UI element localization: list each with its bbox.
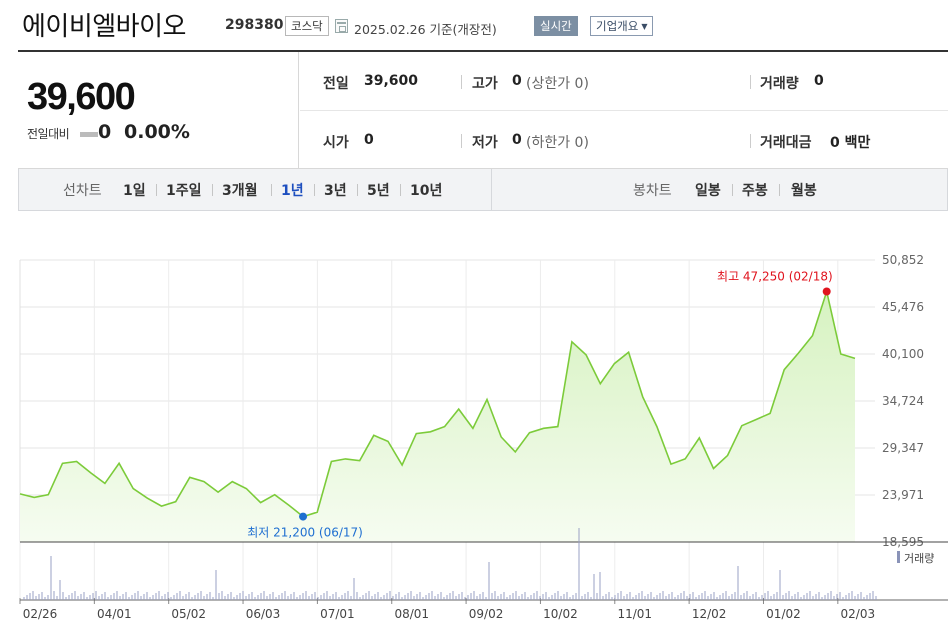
separator bbox=[357, 184, 358, 196]
trade-value-label: 거래대금 bbox=[760, 135, 812, 151]
price-line bbox=[19, 288, 856, 518]
separator bbox=[732, 184, 733, 196]
separator bbox=[271, 184, 272, 196]
separator bbox=[400, 184, 401, 196]
x-tick-label: 07/01 bbox=[320, 607, 355, 621]
price-chart: 50,852 45,476 40,100 34,724 29,347 23,971 18,5… bbox=[0, 220, 948, 632]
chart-period-tabs: 선차트 1일 1주일 3개월 1년 3년 5년 10년 봉차트 일봉 주봉 월봉 bbox=[18, 169, 948, 211]
tab-3-months[interactable]: 3개월 bbox=[222, 183, 258, 199]
y-tick-label: 23,971 bbox=[882, 488, 924, 502]
separator bbox=[461, 134, 462, 148]
tab-1-week[interactable]: 1주일 bbox=[166, 183, 202, 199]
volume-legend-icon bbox=[897, 551, 900, 563]
high-label: 고가 bbox=[472, 76, 498, 92]
low-label: 저가 bbox=[472, 135, 498, 151]
low-value: 0 bbox=[512, 132, 522, 148]
trade-value: 0 백만 bbox=[830, 135, 871, 151]
x-tick-label: 04/01 bbox=[97, 607, 132, 621]
tabs-divider bbox=[491, 169, 492, 210]
y-tick-label: 45,476 bbox=[882, 300, 924, 314]
summary-row-divider bbox=[300, 110, 948, 111]
y-tick-label: 50,852 bbox=[882, 253, 924, 267]
tab-1-year[interactable]: 1년 bbox=[281, 183, 304, 199]
header-divider bbox=[18, 50, 948, 52]
current-price: 39,600 bbox=[27, 76, 136, 118]
open-value: 0 bbox=[364, 132, 374, 148]
price-chart-svg: 50,85245,47640,10034,72429,34723,97118,5… bbox=[19, 253, 948, 621]
company-name: 에이비엘바이오 bbox=[22, 12, 186, 42]
x-tick-label: 06/03 bbox=[246, 607, 281, 621]
quote-summary: 39,600 전일대비 0 0.00% 전일 39,600 고가 0 (상한가 … bbox=[18, 52, 948, 169]
calendar-icon bbox=[335, 19, 348, 33]
separator bbox=[461, 75, 462, 89]
tab-monthly[interactable]: 월봉 bbox=[791, 183, 817, 199]
y-tick-label: 29,347 bbox=[882, 441, 924, 455]
tab-3-years[interactable]: 3년 bbox=[324, 183, 347, 199]
prev-close-value: 39,600 bbox=[364, 73, 419, 89]
high-value: 0 bbox=[512, 73, 522, 89]
x-tick-label: 02/26 bbox=[23, 607, 58, 621]
x-tick-label: 10/02 bbox=[543, 607, 578, 621]
stock-header: 에이비엘바이오 298380 코스닥 2025.02.26 기준(개장전) 실시… bbox=[0, 0, 948, 50]
line-chart-label: 선차트 bbox=[63, 183, 102, 199]
realtime-button[interactable]: 실시간 bbox=[534, 16, 578, 36]
upper-limit: (상한가 0) bbox=[526, 76, 589, 92]
prev-close-label: 전일 bbox=[323, 76, 349, 92]
y-tick-label: 40,100 bbox=[882, 347, 924, 361]
x-tick-label: 08/01 bbox=[394, 607, 429, 621]
price-area bbox=[20, 291, 855, 542]
separator bbox=[314, 184, 315, 196]
separator bbox=[750, 75, 751, 89]
min-annotation: 최저 21,200 (06/17) bbox=[247, 526, 363, 540]
min-point bbox=[299, 512, 308, 521]
tab-weekly[interactable]: 주봉 bbox=[742, 183, 768, 199]
company-overview-button[interactable]: 기업개요 ▼ bbox=[590, 16, 654, 36]
volume-value: 0 bbox=[814, 73, 824, 89]
volume-legend-label: 거래량 bbox=[904, 552, 934, 565]
max-point bbox=[822, 287, 831, 296]
candle-chart-label: 봉차트 bbox=[633, 183, 672, 199]
separator bbox=[750, 134, 751, 148]
x-tick-label: 01/02 bbox=[766, 607, 801, 621]
max-annotation: 최고 47,250 (02/18) bbox=[717, 269, 833, 283]
y-tick-label: 34,724 bbox=[882, 394, 924, 408]
volume-label: 거래량 bbox=[760, 76, 799, 92]
change-label: 전일대비 bbox=[27, 127, 70, 141]
tab-5-years[interactable]: 5년 bbox=[367, 183, 390, 199]
change-percent: 0.00% bbox=[124, 121, 190, 143]
x-tick-label: 02/03 bbox=[841, 607, 876, 621]
tab-1-day[interactable]: 1일 bbox=[123, 183, 146, 199]
quote-date: 2025.02.26 기준(개장전) bbox=[354, 22, 497, 37]
company-overview-label: 기업개요 bbox=[596, 19, 639, 33]
tab-daily[interactable]: 일봉 bbox=[695, 183, 721, 199]
chevron-down-icon: ▼ bbox=[641, 22, 648, 31]
separator bbox=[156, 184, 157, 196]
price-box: 39,600 전일대비 0 0.00% bbox=[18, 52, 299, 169]
market-badge: 코스닥 bbox=[285, 16, 329, 36]
separator bbox=[779, 184, 780, 196]
lower-limit: (하한가 0) bbox=[526, 135, 589, 151]
x-tick-label: 09/02 bbox=[469, 607, 504, 621]
stock-code: 298380 bbox=[225, 17, 284, 33]
tab-10-years[interactable]: 10년 bbox=[410, 183, 443, 199]
x-tick-label: 12/02 bbox=[692, 607, 727, 621]
unchanged-icon bbox=[80, 132, 98, 137]
x-tick-label: 11/01 bbox=[617, 607, 652, 621]
x-tick-label: 05/02 bbox=[171, 607, 206, 621]
open-label: 시가 bbox=[323, 135, 349, 151]
separator bbox=[212, 184, 213, 196]
change-value: 0 bbox=[98, 121, 112, 143]
